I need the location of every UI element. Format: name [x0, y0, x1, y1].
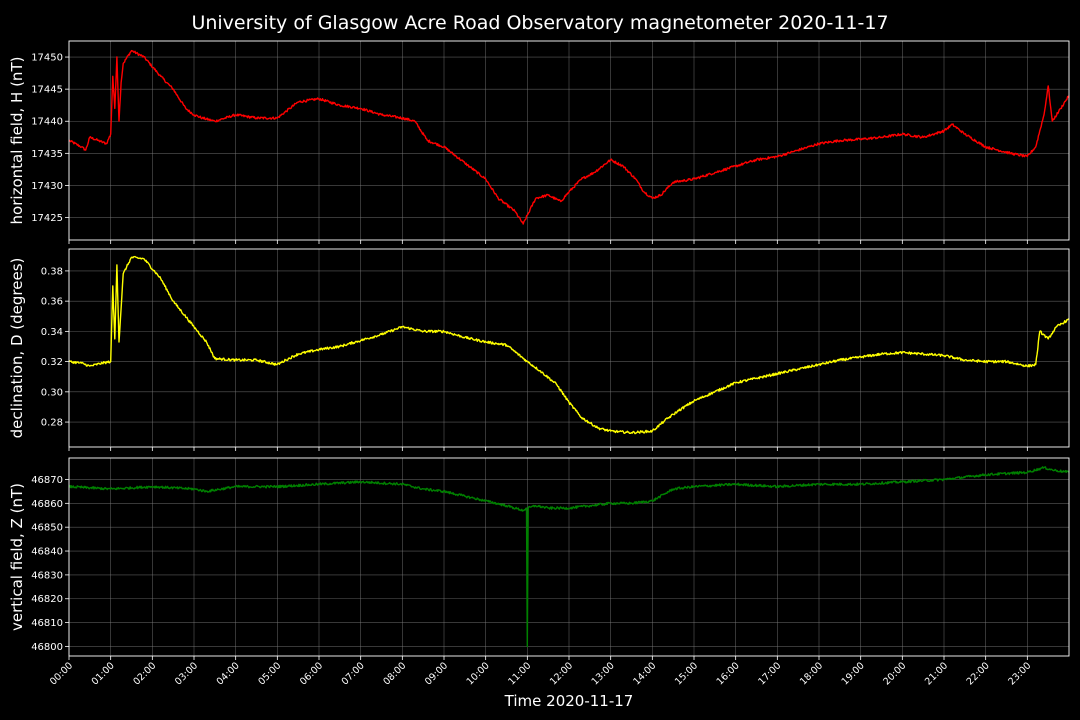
panels-group: 17425 17430 17435 17440 17445 17450 horizontal… — [8, 40, 1070, 660]
y-tick-label: 17440 — [31, 117, 63, 128]
y-tick-label: 46860 — [31, 499, 63, 510]
x-tick-label: 21:00 — [923, 660, 950, 687]
y-tick-label: 17430 — [31, 181, 63, 192]
x-tick-label: 01:00 — [90, 660, 117, 687]
x-tick-label: 03:00 — [173, 660, 200, 687]
series-line-3 — [68, 466, 1070, 648]
series-line-2 — [68, 255, 1070, 435]
x-tick-label: 05:00 — [256, 660, 283, 687]
x-tick-label: 00:00 — [48, 660, 75, 687]
x-tick-label: 08:00 — [381, 660, 408, 687]
x-tick-label: 04:00 — [215, 660, 242, 687]
panel-2: 0.28 0.30 0.32 0.34 0.36 0.38 declination, D (… — [8, 248, 1070, 451]
x-tick-label: 12:00 — [548, 660, 575, 687]
x-tick-label: 11:00 — [506, 660, 533, 687]
x-tick-label: 09:00 — [423, 660, 450, 687]
y-tick-label: 17435 — [31, 149, 63, 160]
series-line-1 — [69, 49, 1070, 225]
x-tick-label: 10:00 — [465, 660, 492, 687]
x-tick-label: 16:00 — [715, 660, 742, 687]
x-tick-label: 07:00 — [340, 660, 367, 687]
y-tick-label: 46800 — [31, 642, 63, 653]
x-tick-label: 14:00 — [631, 660, 658, 687]
panel-frame — [68, 248, 1070, 448]
y-axis-label: vertical field, Z (nT) — [8, 483, 26, 631]
x-tick-label: 13:00 — [590, 660, 617, 687]
y-tick-label: 46870 — [31, 475, 63, 486]
y-tick-label: 0.34 — [41, 327, 63, 338]
x-axis: 00:00 01:00 02:00 03:00 04:00 05:00 06:00 07:00… — [48, 660, 1033, 687]
y-axis-label: horizontal field, H (nT) — [8, 57, 26, 225]
x-tick-label: 17:00 — [756, 660, 783, 687]
x-tick-label: 19:00 — [840, 660, 867, 687]
y-tick-label: 17425 — [31, 213, 63, 224]
y-tick-label: 0.36 — [41, 297, 63, 308]
y-tick-label: 17445 — [31, 85, 63, 96]
figure-title: University of Glasgow Acre Road Observat… — [191, 12, 888, 34]
panel-1: 17425 17430 17435 17440 17445 17450 horizontal… — [8, 40, 1070, 244]
x-tick-label: 20:00 — [881, 660, 908, 687]
y-tick-label: 46820 — [31, 594, 63, 605]
y-tick-label: 46840 — [31, 547, 63, 558]
panel-frame — [68, 40, 1070, 241]
x-tick-label: 18:00 — [798, 660, 825, 687]
y-tick-label: 0.28 — [41, 418, 63, 429]
y-tick-label: 0.32 — [41, 357, 63, 368]
x-tick-label: 06:00 — [298, 660, 325, 687]
y-tick-label: 0.38 — [41, 266, 63, 277]
y-tick-label: 0.30 — [41, 387, 63, 398]
y-tick-label: 46850 — [31, 523, 63, 534]
panel-3: 46800 46810 46820 46830 46840 46850 46860 46870… — [8, 457, 1070, 660]
x-tick-label: 02:00 — [131, 660, 158, 687]
y-tick-label: 17450 — [31, 53, 63, 64]
y-tick-label: 46830 — [31, 570, 63, 581]
x-tick-label: 23:00 — [1006, 660, 1033, 687]
y-axis-label: declination, D (degrees) — [8, 258, 26, 439]
y-tick-label: 46810 — [31, 618, 63, 629]
x-axis-label: Time 2020-11-17 — [504, 692, 634, 710]
panel-frame — [68, 457, 1070, 657]
x-tick-label: 15:00 — [673, 660, 700, 687]
x-tick-label: 22:00 — [965, 660, 992, 687]
